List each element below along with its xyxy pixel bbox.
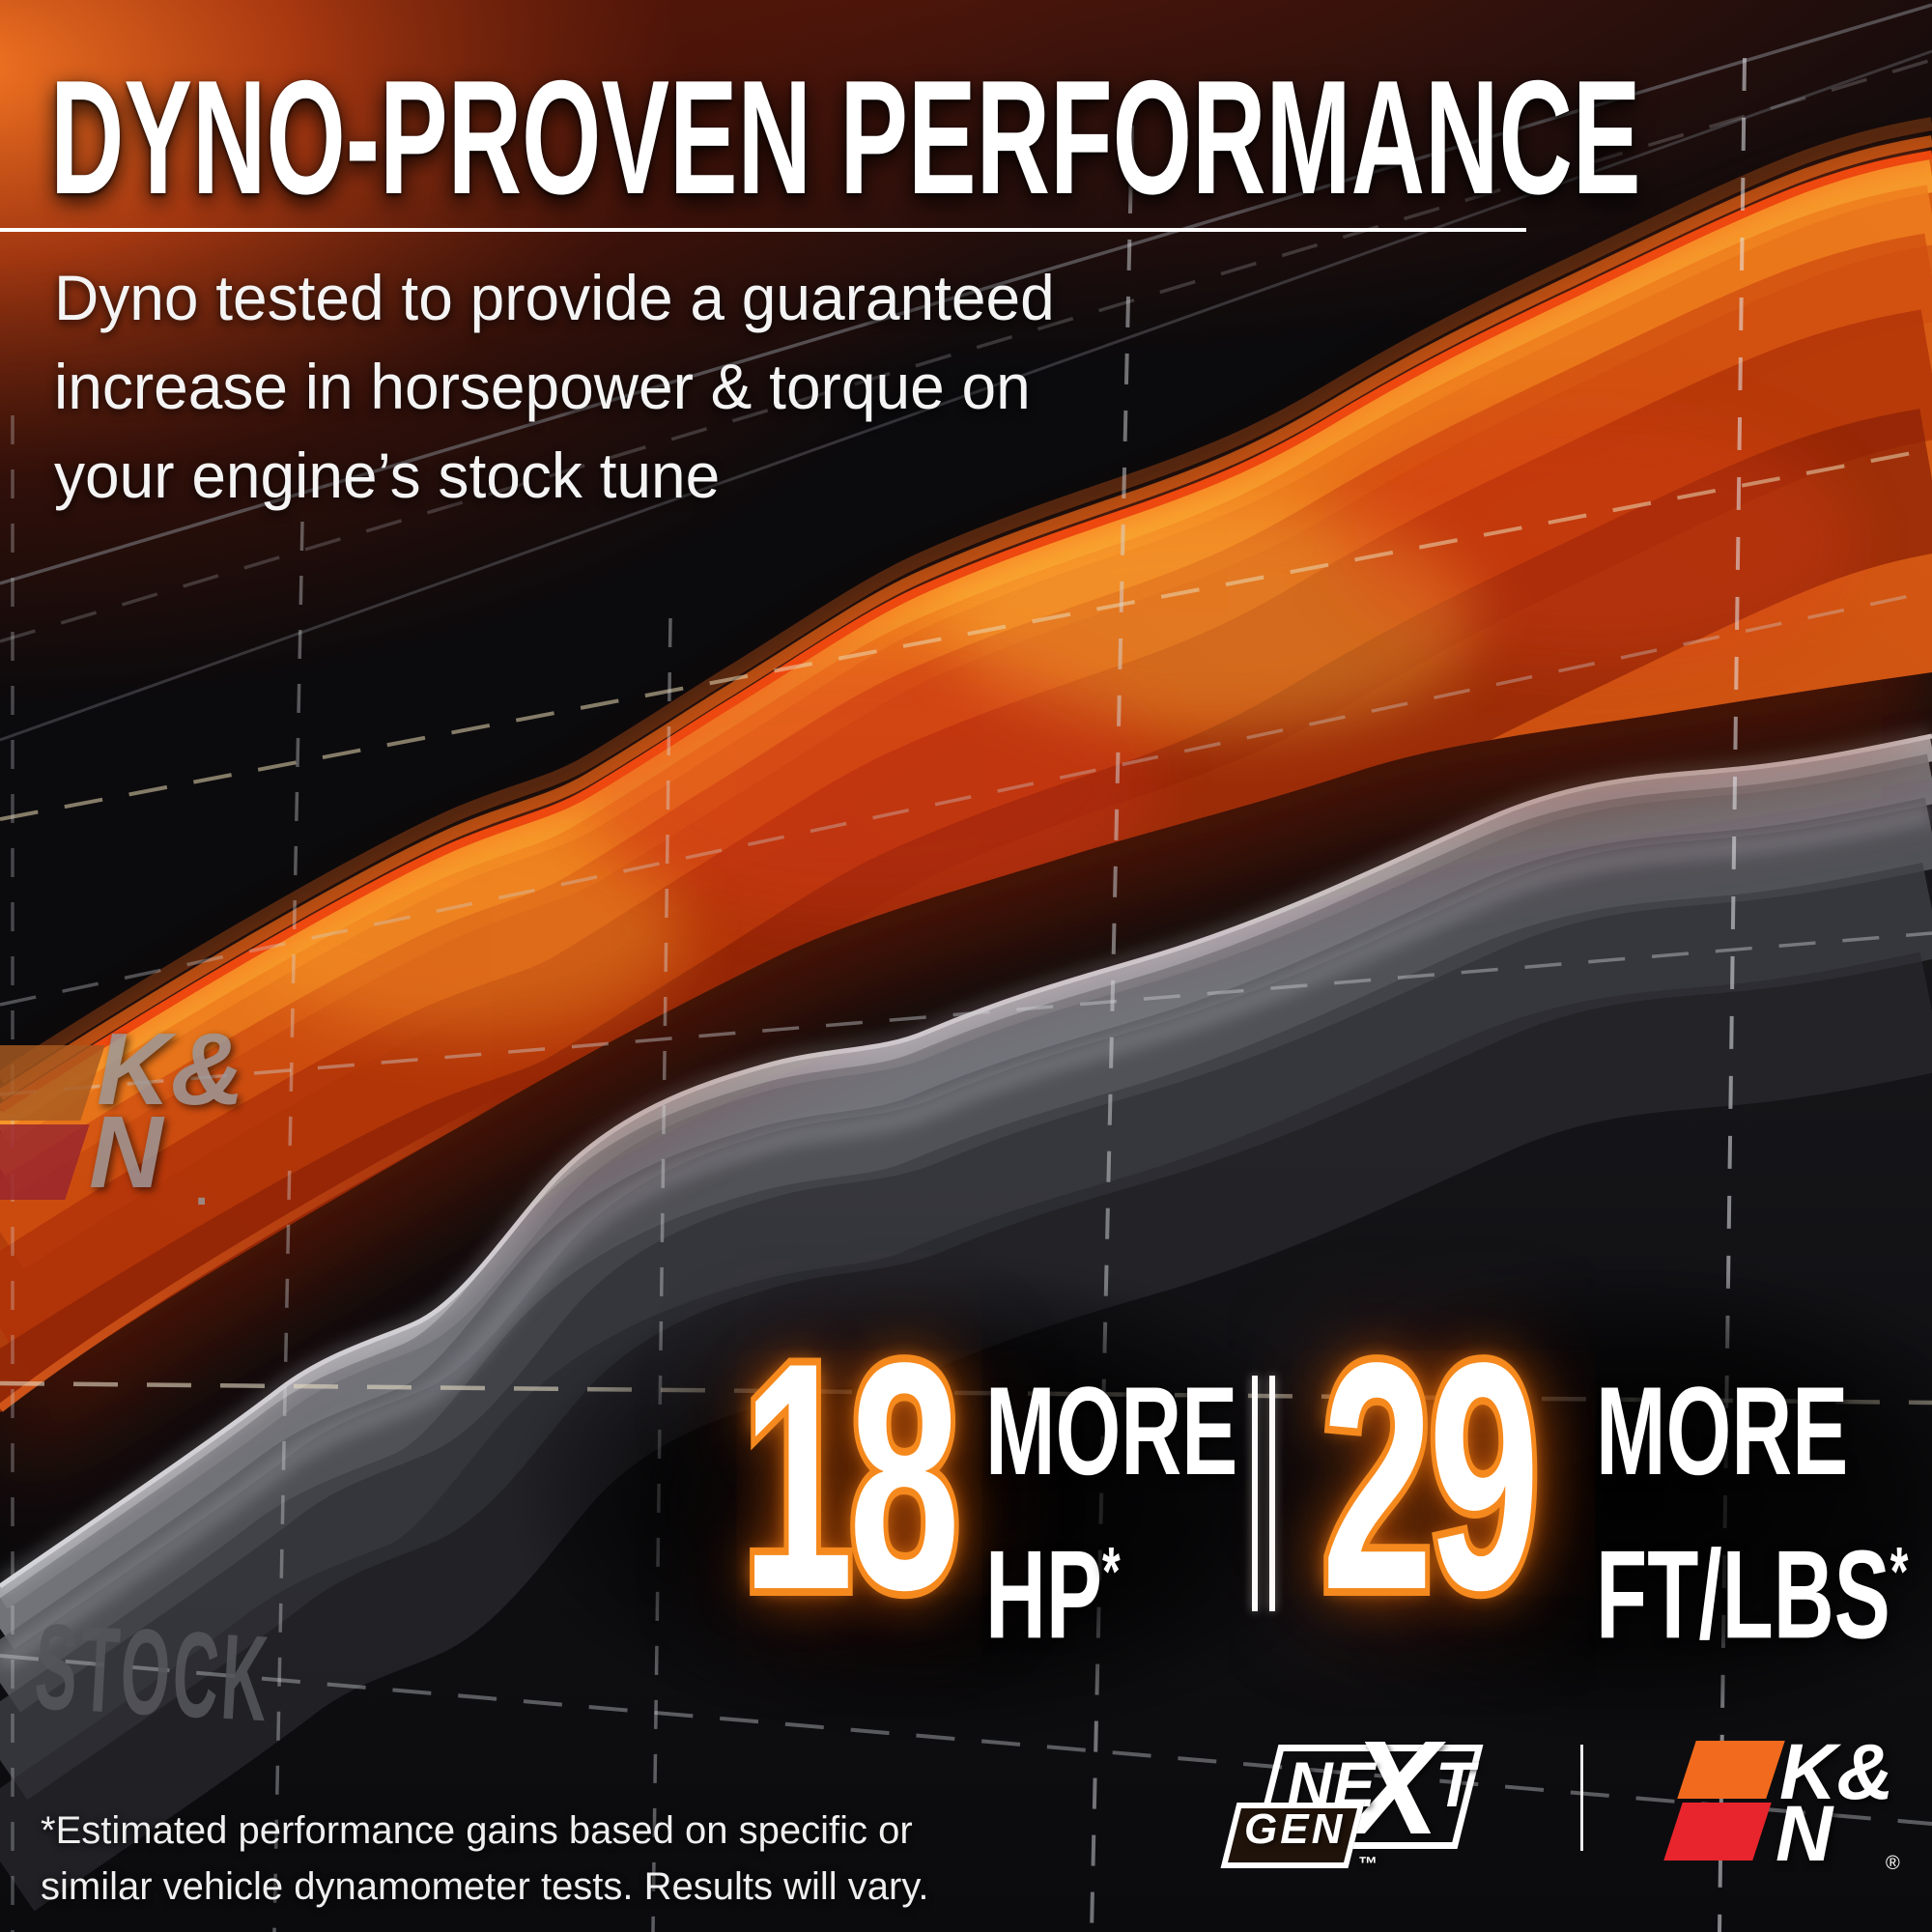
nextgen-logo: X NE T GEN ™ [1220, 1721, 1526, 1895]
kn-logo-registered-mark: ® [1886, 1853, 1900, 1874]
stat-torque-label: MORE FT/LBS* [1596, 1360, 1908, 1664]
kn-curve-bottom-edge [0, 1095, 505, 1412]
stats-divider-bar [1252, 1376, 1258, 1611]
title-underline [0, 228, 1526, 232]
stat-torque-value: 29 29 [1317, 1295, 1545, 1657]
stat-hp-value-glow: 18 [737, 1295, 965, 1657]
footnote: *Estimated performance gains based on sp… [41, 1803, 929, 1915]
subtitle-line-1: Dyno tested to provide a guaranteed [54, 262, 1055, 333]
stat-hp-label-more: MORE [985, 1360, 1238, 1501]
stat-hp-label-unit: HP* [985, 1523, 1121, 1665]
stock-curve-label: STOCK [31, 1598, 274, 1747]
subtitle-line-2: increase in horsepower & torque on [54, 351, 1031, 422]
kn-watermark-n: N [89, 1095, 163, 1209]
nextgen-logo-trademark: ™ [1358, 1854, 1378, 1875]
subtitle-line-3: your engine’s stock tune [54, 440, 721, 511]
grid-line-solid [0, 49, 1932, 742]
grid-line-solid [0, 3, 1932, 585]
stat-hp-label: MORE HP* [985, 1360, 1237, 1664]
nextgen-logo-gen: GEN [1244, 1805, 1346, 1853]
stats-divider [1252, 1376, 1275, 1611]
grid-line-dashed [0, 58, 1932, 643]
kn-curve [0, 124, 1932, 1480]
stat-hp-value: 18 18 [737, 1295, 965, 1657]
top-left-glow [0, 0, 1072, 705]
stat-torque-label-unit: FT/LBS* [1596, 1523, 1909, 1665]
stat-torque-asterisk: * [1889, 1533, 1909, 1610]
kn-logo: K& N ® [1663, 1733, 1915, 1891]
nextgen-logo-x: X [1350, 1714, 1440, 1862]
kn-logo-orange-parallelogram [1677, 1741, 1785, 1799]
stat-hp-value-text: 18 [742, 1295, 960, 1657]
grid-line-dashed [0, 931, 1932, 1096]
footer-logo-divider [1580, 1745, 1583, 1851]
kn-watermark-kamp: K& [97, 1012, 245, 1126]
nextgen-logo-t: T [1435, 1748, 1475, 1820]
stat-torque-backdrop [1227, 1265, 1932, 1729]
stat-torque-label-more: MORE [1596, 1360, 1849, 1501]
footnote-line-1: *Estimated performance gains based on sp… [41, 1809, 913, 1852]
kn-logo-n: N [1776, 1790, 1833, 1878]
kn-watermark-red-parallelogram [0, 1124, 90, 1200]
stat-hp-backdrop [522, 1265, 1352, 1729]
kn-logo-kamp: K& [1779, 1728, 1894, 1816]
footnote-line-2: similar vehicle dynamometer tests. Resul… [41, 1865, 929, 1908]
stat-torque-value-text: 29 [1321, 1295, 1540, 1657]
grid-line-dashed [0, 589, 1932, 1007]
kn-logo-red-parallelogram [1663, 1803, 1772, 1861]
stat-torque-value-glow: 29 [1317, 1295, 1545, 1657]
stats-divider-bar [1269, 1376, 1275, 1611]
kn-watermark-dot: . [195, 1164, 209, 1215]
page-title: DYNO-PROVEN PERFORMANCE [50, 46, 1641, 228]
stat-hp-asterisk: * [1101, 1533, 1121, 1610]
kn-watermark-logo: K& N . [0, 1012, 274, 1271]
grid-vline-dashed [272, 521, 304, 1932]
subtitle: Dyno tested to provide a guaranteed incr… [54, 253, 1055, 520]
